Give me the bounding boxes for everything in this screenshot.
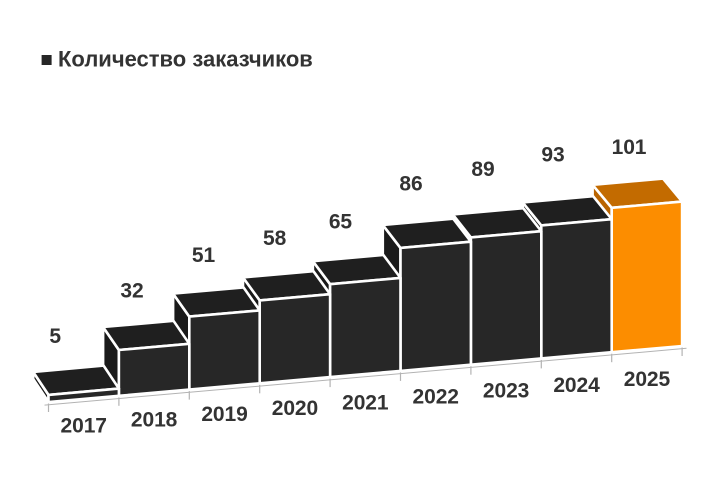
svg-text:2021: 2021 bbox=[342, 391, 389, 414]
svg-text:86: 86 bbox=[399, 172, 422, 195]
svg-text:101: 101 bbox=[612, 136, 647, 159]
svg-text:2023: 2023 bbox=[483, 380, 529, 403]
svg-text:51: 51 bbox=[192, 244, 216, 267]
svg-text:58: 58 bbox=[263, 227, 287, 250]
svg-text:65: 65 bbox=[329, 210, 353, 233]
svg-text:2020: 2020 bbox=[272, 397, 318, 420]
svg-text:89: 89 bbox=[471, 158, 494, 181]
svg-text:2017: 2017 bbox=[61, 415, 107, 438]
svg-text:2025: 2025 bbox=[624, 368, 671, 391]
svg-text:32: 32 bbox=[120, 280, 143, 303]
svg-text:2019: 2019 bbox=[201, 403, 247, 426]
svg-text:5: 5 bbox=[49, 325, 61, 348]
svg-text:2018: 2018 bbox=[131, 409, 178, 432]
svg-text:2024: 2024 bbox=[553, 374, 600, 397]
svg-text:93: 93 bbox=[541, 144, 564, 167]
svg-text:Количество заказчиков: Количество заказчиков bbox=[58, 47, 313, 72]
svg-text:2022: 2022 bbox=[413, 386, 459, 409]
